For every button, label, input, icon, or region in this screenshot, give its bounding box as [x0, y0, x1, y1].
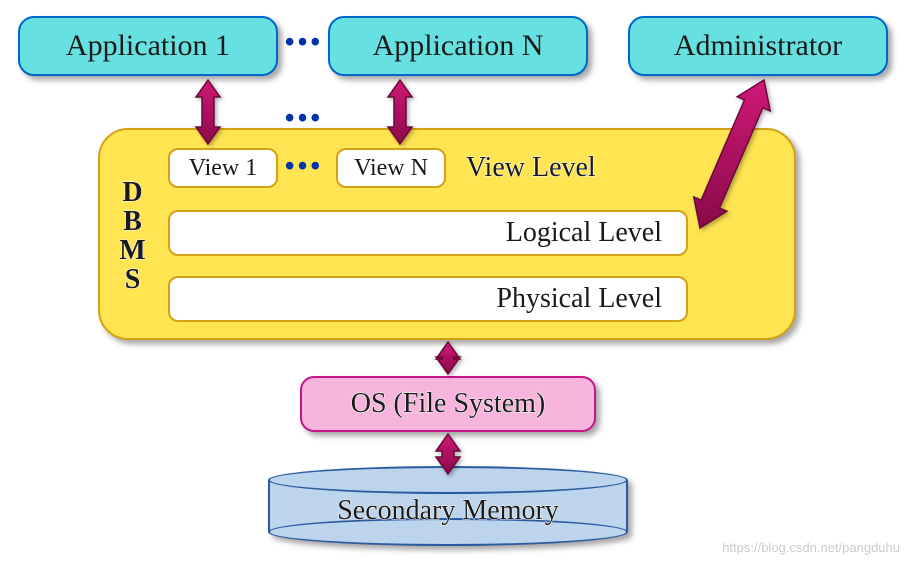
watermark: https://blog.csdn.net/pangduhu	[722, 540, 900, 555]
arrows-layer	[0, 0, 912, 563]
